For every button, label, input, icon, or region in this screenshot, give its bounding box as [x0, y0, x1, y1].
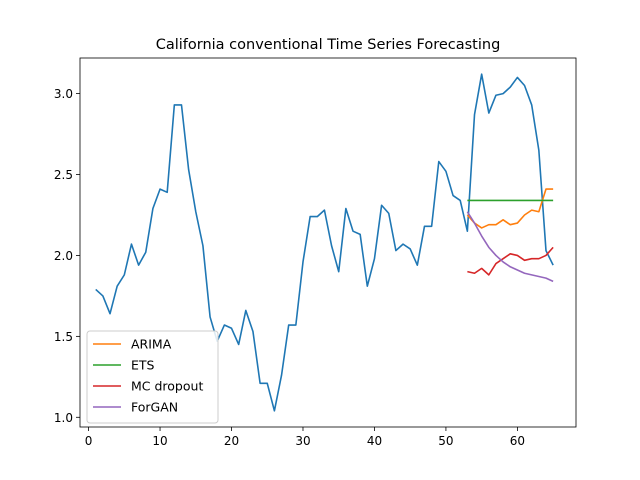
y-tick-label: 1.5 [54, 330, 73, 344]
x-tick-label: 20 [224, 434, 239, 448]
legend-label-forgan: ForGAN [131, 400, 178, 415]
series-line-mc-dropout [467, 246, 554, 276]
series-line-forgan [466, 211, 554, 283]
plot-frame [79, 57, 577, 428]
legend-label-mc-dropout: MC dropout [131, 379, 203, 394]
x-tick-label: 50 [438, 434, 453, 448]
plot-lines [95, 73, 554, 412]
chart-title: California conventional Time Series Fore… [156, 37, 501, 53]
x-axis: 0 10 20 30 40 50 60 [85, 427, 525, 448]
y-tick-label: 3.0 [54, 87, 73, 101]
x-tick-label: 0 [85, 434, 93, 448]
x-tick-label: 10 [152, 434, 167, 448]
y-axis: 1.0 1.5 2.0 2.5 3.0 [54, 87, 80, 425]
y-tick-label: 1.0 [54, 411, 73, 425]
series-line-arima [466, 188, 554, 229]
legend-label-arima: ARIMA [131, 337, 172, 352]
series-line-observed [95, 73, 554, 412]
y-tick-label: 2.0 [54, 249, 73, 263]
x-tick-label: 30 [295, 434, 310, 448]
legend: ARIMA ETS MC dropout ForGAN [86, 330, 219, 424]
legend-label-ets: ETS [131, 358, 155, 373]
x-tick-label: 60 [510, 434, 525, 448]
x-tick-label: 40 [367, 434, 382, 448]
legend-box [86, 330, 219, 424]
y-tick-label: 2.5 [54, 168, 73, 182]
